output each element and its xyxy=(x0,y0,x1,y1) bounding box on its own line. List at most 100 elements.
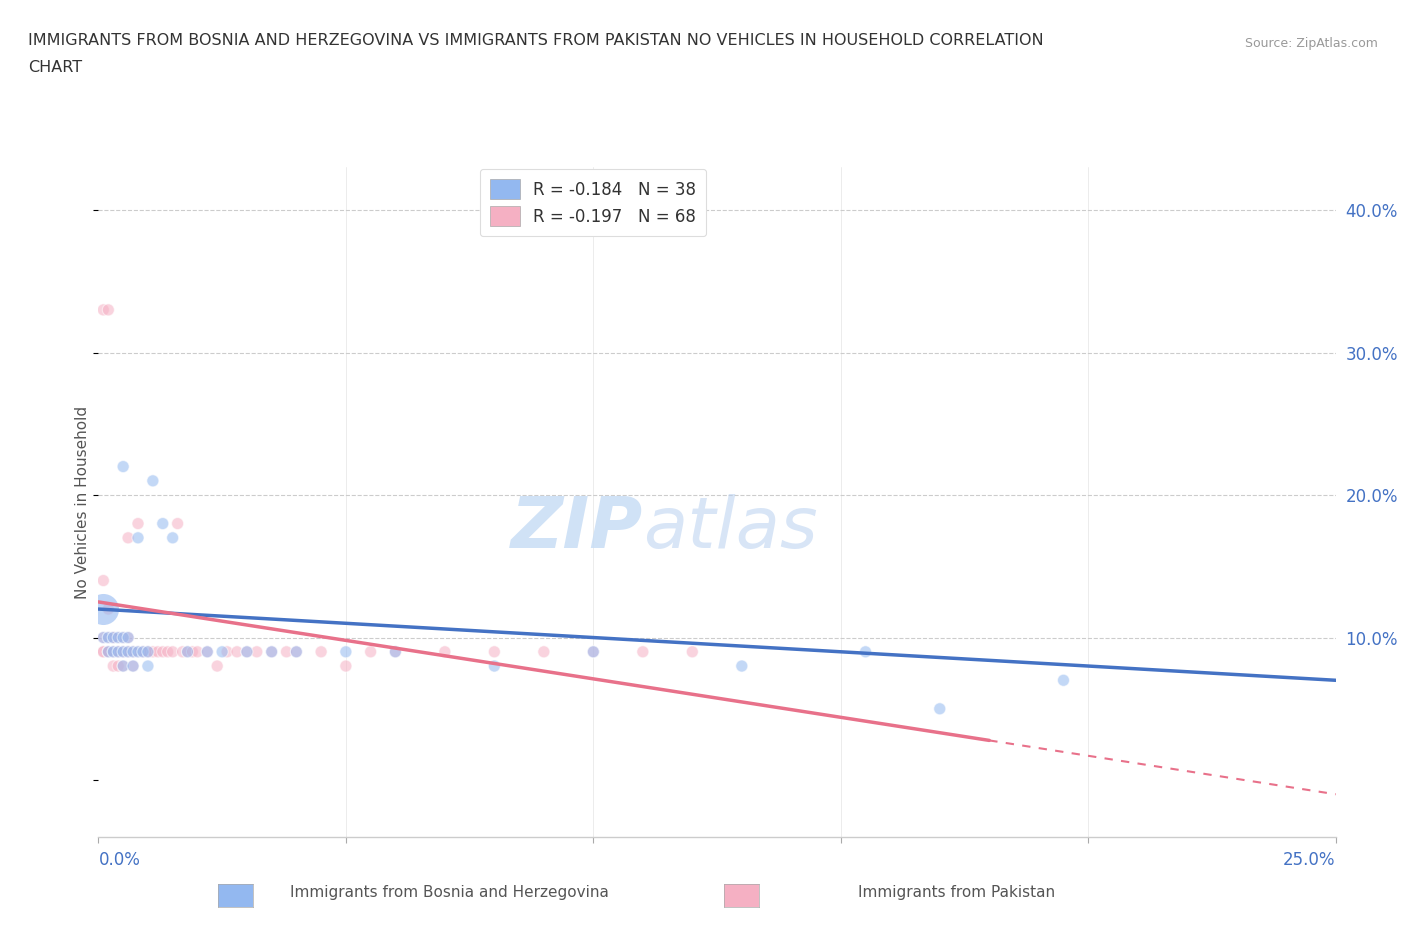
Point xyxy=(107,644,129,659)
Point xyxy=(582,644,605,659)
Point xyxy=(195,644,218,659)
Point xyxy=(112,658,135,673)
Point xyxy=(142,473,165,488)
Point xyxy=(103,644,125,659)
Point xyxy=(117,644,139,659)
Point xyxy=(122,658,145,673)
Point xyxy=(681,644,703,659)
Point xyxy=(127,530,149,545)
Point xyxy=(97,602,120,617)
Point xyxy=(97,644,120,659)
Text: CHART: CHART xyxy=(28,60,82,75)
Point xyxy=(533,644,555,659)
Point xyxy=(246,644,269,659)
Point xyxy=(107,644,129,659)
Point xyxy=(127,644,149,659)
Point xyxy=(103,631,125,645)
Point xyxy=(162,644,184,659)
Point xyxy=(276,644,298,659)
Point xyxy=(122,644,145,659)
Point xyxy=(93,602,115,617)
Text: atlas: atlas xyxy=(643,495,817,564)
Point xyxy=(152,644,174,659)
Point xyxy=(236,644,259,659)
Point xyxy=(285,644,308,659)
Point xyxy=(217,644,239,659)
Point xyxy=(93,631,115,645)
Legend: R = -0.184   N = 38, R = -0.197   N = 68: R = -0.184 N = 38, R = -0.197 N = 68 xyxy=(481,169,706,236)
Point xyxy=(97,302,120,317)
Point xyxy=(97,631,120,645)
Point xyxy=(631,644,654,659)
Point xyxy=(93,573,115,588)
Point xyxy=(928,701,950,716)
Point xyxy=(112,631,135,645)
Point xyxy=(127,516,149,531)
Point xyxy=(127,644,149,659)
Point xyxy=(103,631,125,645)
Point xyxy=(103,644,125,659)
Point xyxy=(97,631,120,645)
Point xyxy=(384,644,406,659)
Point xyxy=(136,644,159,659)
Point xyxy=(136,644,159,659)
Text: ZIP: ZIP xyxy=(510,495,643,564)
Point xyxy=(484,644,506,659)
Point xyxy=(142,644,165,659)
Point xyxy=(132,644,155,659)
Point xyxy=(156,644,179,659)
Point xyxy=(112,644,135,659)
Point xyxy=(122,658,145,673)
Point xyxy=(166,516,188,531)
Point xyxy=(335,644,357,659)
Point xyxy=(260,644,283,659)
Point xyxy=(117,631,139,645)
Point xyxy=(176,644,198,659)
Point xyxy=(146,644,169,659)
Point xyxy=(186,644,208,659)
Text: 25.0%: 25.0% xyxy=(1284,851,1336,870)
Point xyxy=(107,631,129,645)
Point xyxy=(181,644,204,659)
Point xyxy=(582,644,605,659)
Point xyxy=(484,658,506,673)
Point xyxy=(117,644,139,659)
Point xyxy=(97,644,120,659)
Point xyxy=(176,644,198,659)
Point xyxy=(93,644,115,659)
Point xyxy=(285,644,308,659)
Text: 0.0%: 0.0% xyxy=(98,851,141,870)
Point xyxy=(226,644,249,659)
Point xyxy=(103,644,125,659)
Point xyxy=(112,459,135,474)
Point xyxy=(132,644,155,659)
Text: Immigrants from Pakistan: Immigrants from Pakistan xyxy=(858,885,1054,900)
Point xyxy=(107,644,129,659)
Point xyxy=(162,530,184,545)
Point xyxy=(112,658,135,673)
Point xyxy=(103,658,125,673)
Point xyxy=(117,644,139,659)
Point xyxy=(855,644,877,659)
Point xyxy=(309,644,332,659)
Point xyxy=(117,530,139,545)
Point xyxy=(122,644,145,659)
Point xyxy=(93,302,115,317)
Point xyxy=(122,644,145,659)
Point xyxy=(172,644,194,659)
Text: IMMIGRANTS FROM BOSNIA AND HERZEGOVINA VS IMMIGRANTS FROM PAKISTAN NO VEHICLES I: IMMIGRANTS FROM BOSNIA AND HERZEGOVINA V… xyxy=(28,33,1043,47)
Text: Source: ZipAtlas.com: Source: ZipAtlas.com xyxy=(1244,37,1378,50)
Point xyxy=(136,644,159,659)
Point xyxy=(136,658,159,673)
Point xyxy=(112,644,135,659)
Point xyxy=(205,658,228,673)
Point xyxy=(93,631,115,645)
Point xyxy=(731,658,754,673)
Point xyxy=(112,644,135,659)
Point xyxy=(112,644,135,659)
Point xyxy=(112,631,135,645)
Point xyxy=(107,631,129,645)
Point xyxy=(103,631,125,645)
Point xyxy=(236,644,259,659)
Point xyxy=(97,644,120,659)
